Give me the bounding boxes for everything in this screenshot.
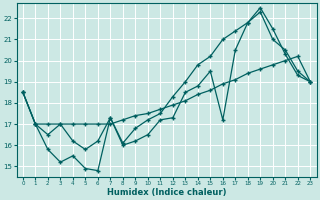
X-axis label: Humidex (Indice chaleur): Humidex (Indice chaleur) xyxy=(107,188,226,197)
